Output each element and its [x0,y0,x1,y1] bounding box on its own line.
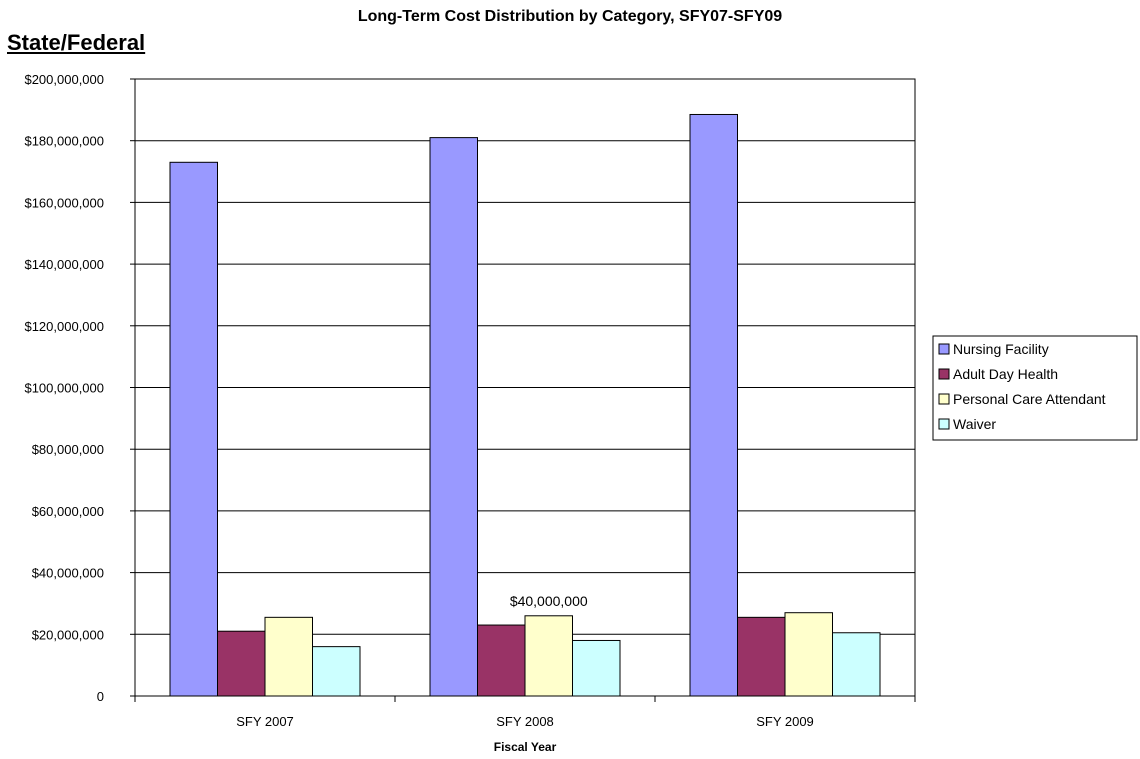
y-tick-label: $60,000,000 [32,504,104,519]
bar-adult-day-health [477,624,526,697]
legend-swatch [938,393,950,405]
x-tick-label: SFY 2007 [236,714,294,729]
bar-waiver [572,639,621,697]
bar-adult-day-health [737,616,786,697]
data-label: $40,000,000 [510,593,588,609]
y-axis-labels: 0 $20,000,000 $40,000,000 $60,000,000 $80,00… [24,72,104,704]
y-tick-label: $160,000,000 [24,195,104,210]
bar-personal-care-attendant [524,615,573,697]
axes [130,78,916,702]
bar-waiver [832,632,881,697]
legend-swatch [938,368,950,380]
x-tick-label: SFY 2008 [496,714,554,729]
y-tick-label: $140,000,000 [24,257,104,272]
legend-entry: Nursing Facility [953,341,1049,357]
bar-nursing-facility [689,113,738,697]
legend-entry: Waiver [953,416,996,432]
y-tick-label: $200,000,000 [24,72,104,87]
bar-waiver [312,646,361,697]
y-tick-label: $100,000,000 [24,381,104,396]
y-tick-label: $40,000,000 [32,566,104,581]
x-axis-labels: SFY 2007 SFY 2008 SFY 2009 [236,714,814,729]
annotations: $40,000,000 [510,593,588,609]
legend-entry: Adult Day Health [953,366,1058,382]
legend-swatch [938,343,950,355]
legend-box [932,335,1138,441]
y-tick-label: $180,000,000 [24,134,104,149]
bars [169,113,881,697]
y-tick-label: 0 [97,689,104,704]
y-tick-label: $120,000,000 [24,319,104,334]
y-tick-label: $80,000,000 [32,442,104,457]
bar-nursing-facility [429,137,478,697]
x-axis-title: Fiscal Year [494,740,557,754]
bar-personal-care-attendant [784,612,833,697]
bar-nursing-facility [169,161,218,697]
legend: Nursing Facility Adult Day Health Personal… [932,335,1138,441]
x-tick-label: SFY 2009 [756,714,814,729]
legend-swatch [938,418,950,430]
chart-title: Long-Term Cost Distribution by Category,… [357,8,783,25]
bar-personal-care-attendant [264,616,313,697]
legend-entry: Personal Care Attendant [953,391,1106,407]
gridlines [135,78,915,635]
page-heading: State/Federal [7,30,146,55]
y-tick-label: $20,000,000 [32,627,104,642]
bar-adult-day-health [217,630,266,697]
